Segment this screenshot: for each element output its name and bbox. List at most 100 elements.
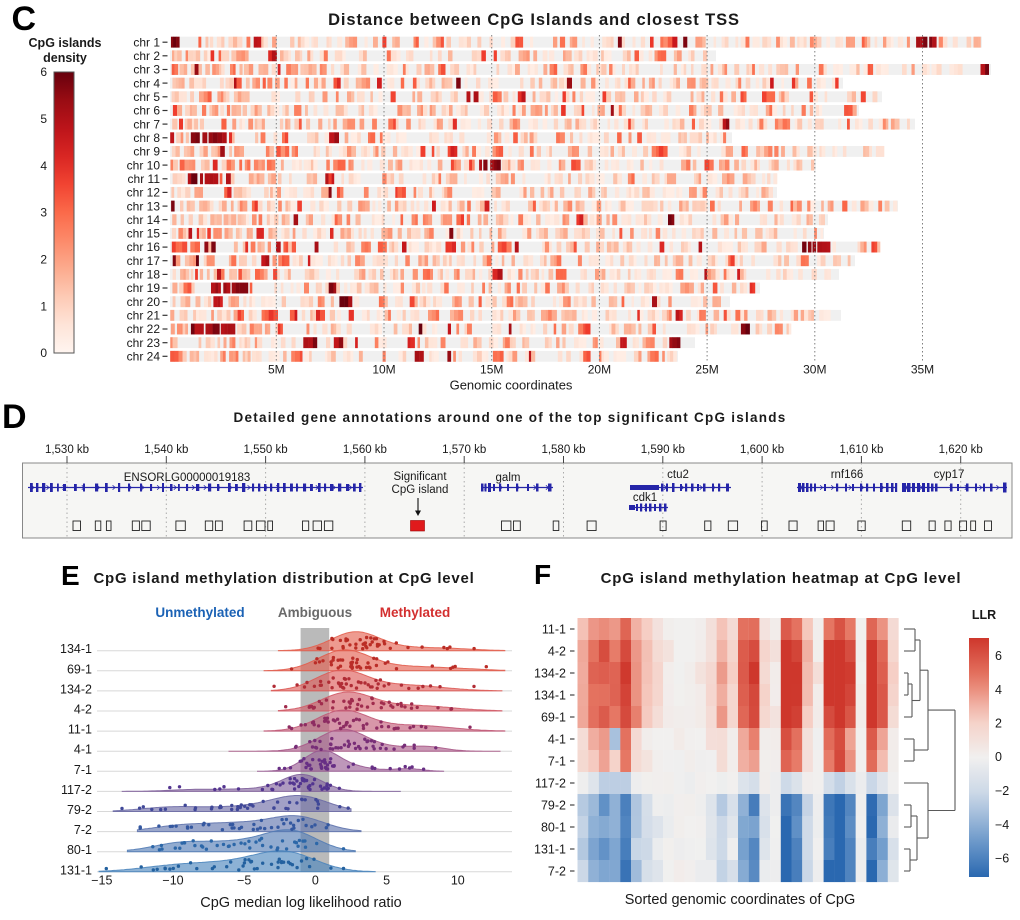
svg-text:chr 9: chr 9 <box>133 145 160 159</box>
svg-text:4-1: 4-1 <box>74 743 92 757</box>
svg-text:2: 2 <box>995 717 1002 731</box>
svg-text:cyp17: cyp17 <box>934 469 965 481</box>
svg-text:galm: galm <box>496 472 521 484</box>
svg-text:7-1: 7-1 <box>74 763 92 777</box>
svg-text:−15: −15 <box>91 874 112 888</box>
svg-text:Significant: Significant <box>393 471 447 483</box>
svg-text:1,620 kb: 1,620 kb <box>939 444 983 456</box>
svg-text:131-1: 131-1 <box>534 842 566 856</box>
svg-text:1,570 kb: 1,570 kb <box>442 444 486 456</box>
svg-text:cdk1: cdk1 <box>633 492 657 504</box>
svg-text:131-1: 131-1 <box>60 863 92 877</box>
svg-text:11-1: 11-1 <box>68 723 92 737</box>
svg-text:80-1: 80-1 <box>541 820 566 834</box>
svg-text:7-1: 7-1 <box>548 754 566 768</box>
svg-text:chr 13: chr 13 <box>127 199 161 213</box>
svg-text:134-1: 134-1 <box>534 688 566 702</box>
svg-text:CpG islands: CpG islands <box>29 36 102 50</box>
svg-text:5: 5 <box>383 874 390 888</box>
svg-text:0: 0 <box>995 750 1002 764</box>
svg-text:1: 1 <box>40 299 47 313</box>
svg-text:chr 7: chr 7 <box>133 117 160 131</box>
svg-text:chr 21: chr 21 <box>127 309 161 323</box>
svg-text:chr 4: chr 4 <box>133 76 160 90</box>
svg-text:25M: 25M <box>695 363 718 377</box>
svg-text:chr 8: chr 8 <box>133 131 160 145</box>
svg-text:density: density <box>43 51 87 65</box>
svg-text:1,560 kb: 1,560 kb <box>343 444 387 456</box>
svg-text:35M: 35M <box>911 363 934 377</box>
svg-text:4: 4 <box>40 159 47 173</box>
svg-text:117-2: 117-2 <box>535 776 566 790</box>
svg-text:10: 10 <box>451 874 465 888</box>
svg-text:Genomic coordinates: Genomic coordinates <box>450 378 573 393</box>
svg-text:20M: 20M <box>588 363 611 377</box>
svg-text:3: 3 <box>40 206 47 220</box>
svg-text:79-2: 79-2 <box>541 798 566 812</box>
svg-text:30M: 30M <box>803 363 826 377</box>
svg-text:chr 18: chr 18 <box>127 268 161 282</box>
svg-text:chr 6: chr 6 <box>133 104 160 118</box>
svg-text:6: 6 <box>995 649 1002 663</box>
svg-text:5: 5 <box>40 112 47 126</box>
svg-text:chr 24: chr 24 <box>127 350 161 364</box>
svg-text:1,610 kb: 1,610 kb <box>839 444 883 456</box>
svg-text:chr 23: chr 23 <box>127 336 161 350</box>
svg-text:Detailed gene annotations arou: Detailed gene annotations around one of … <box>233 410 786 425</box>
svg-text:CpG island methylation distrib: CpG island methylation distribution at C… <box>93 570 474 587</box>
svg-text:−6: −6 <box>995 852 1009 866</box>
svg-text:rnf166: rnf166 <box>831 469 864 481</box>
svg-text:C: C <box>12 0 37 38</box>
svg-text:7-2: 7-2 <box>548 864 566 878</box>
svg-text:5M: 5M <box>268 363 285 377</box>
svg-text:ctu2: ctu2 <box>667 469 689 481</box>
svg-text:1,600 kb: 1,600 kb <box>740 444 784 456</box>
svg-text:1,580 kb: 1,580 kb <box>541 444 585 456</box>
svg-text:Ambiguous: Ambiguous <box>278 605 352 620</box>
svg-text:E: E <box>61 560 80 591</box>
svg-text:117-2: 117-2 <box>61 783 92 797</box>
svg-text:−4: −4 <box>995 818 1009 832</box>
svg-text:69-1: 69-1 <box>541 710 566 724</box>
svg-text:F: F <box>534 559 551 590</box>
svg-text:chr 19: chr 19 <box>127 281 161 295</box>
svg-text:−2: −2 <box>995 784 1009 798</box>
svg-text:0: 0 <box>312 874 319 888</box>
svg-text:chr 12: chr 12 <box>127 186 161 200</box>
svg-text:−10: −10 <box>162 874 183 888</box>
svg-text:CpG island: CpG island <box>392 484 449 496</box>
svg-text:chr 20: chr 20 <box>127 295 161 309</box>
svg-text:2: 2 <box>40 253 47 267</box>
svg-text:4-2: 4-2 <box>74 703 92 717</box>
svg-text:chr 1: chr 1 <box>133 35 160 49</box>
svg-text:chr 16: chr 16 <box>127 240 161 254</box>
svg-text:1,590 kb: 1,590 kb <box>641 444 685 456</box>
svg-text:CpG median log likelihood rati: CpG median log likelihood ratio <box>200 895 402 911</box>
svg-text:Methylated: Methylated <box>380 605 451 620</box>
svg-text:Unmethylated: Unmethylated <box>155 605 244 620</box>
svg-text:0: 0 <box>40 346 47 360</box>
svg-text:LLR: LLR <box>972 608 996 622</box>
svg-text:Distance between CpG Islands a: Distance between CpG Islands and closest… <box>328 11 740 29</box>
svg-text:1,540 kb: 1,540 kb <box>144 444 188 456</box>
svg-text:chr 5: chr 5 <box>133 90 160 104</box>
svg-text:134-2: 134-2 <box>60 682 92 696</box>
svg-text:10M: 10M <box>372 363 395 377</box>
svg-text:7-2: 7-2 <box>74 823 92 837</box>
svg-text:79-2: 79-2 <box>67 803 92 817</box>
svg-text:chr 11: chr 11 <box>128 172 161 186</box>
svg-text:ENSORLG00000019183: ENSORLG00000019183 <box>124 472 251 484</box>
svg-text:chr 15: chr 15 <box>127 227 161 241</box>
svg-text:6: 6 <box>40 65 47 79</box>
svg-text:4-1: 4-1 <box>548 732 566 746</box>
svg-text:15M: 15M <box>480 363 503 377</box>
svg-text:Sorted genomic coordinates of: Sorted genomic coordinates of CpG <box>625 892 856 908</box>
svg-text:134-2: 134-2 <box>534 666 566 680</box>
svg-text:134-1: 134-1 <box>60 642 92 656</box>
svg-text:1,550 kb: 1,550 kb <box>244 444 288 456</box>
svg-text:4-2: 4-2 <box>548 644 566 658</box>
svg-text:chr 14: chr 14 <box>127 213 161 227</box>
svg-text:−5: −5 <box>237 874 251 888</box>
svg-text:chr 3: chr 3 <box>133 63 160 77</box>
svg-text:chr 2: chr 2 <box>133 49 160 63</box>
